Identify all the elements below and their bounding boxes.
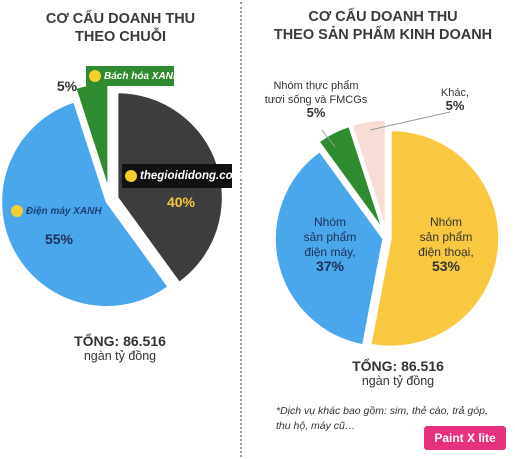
footnote-line2: thu hộ, máy cũ… <box>276 420 356 432</box>
left-label-dmx: 55% <box>45 231 74 247</box>
paint-x-lite-badge: Paint X lite <box>424 426 506 450</box>
dien-may-xanh-logo: Điện máy XANH <box>8 201 104 221</box>
left-total-value: TỔNG: 86.516 <box>74 333 166 349</box>
pie-slice-3 <box>351 119 387 229</box>
right-title-line2: THEO SẢN PHẨM KINH DOANH <box>273 27 493 43</box>
left-title-line2: THEO CHUỖI <box>74 29 167 45</box>
right-chart-title: CƠ CẤU DOANH THU THEO SẢN PHẨM KINH DOAN… <box>258 8 508 44</box>
bhx-logo-text: Bách hóa XANH <box>104 70 181 82</box>
left-label-bhx: 5% <box>57 78 78 94</box>
fmcg-leader-line <box>321 129 336 148</box>
footnote: *Dịch vụ khác bao gồm: sim, thẻ cào, trả… <box>276 404 511 434</box>
right-label-fmcg: Nhóm thực phẩm tươi sống và FMCGs 5% <box>265 80 368 120</box>
face-icon <box>125 170 137 182</box>
left-total: TỔNG: 86.516 ngàn tỷ đồng <box>30 333 210 363</box>
right-total: TỔNG: 86.516 ngàn tỷ đồng <box>308 358 488 388</box>
footnote-line1: *Dịch vụ khác bao gồm: sim, thẻ cào, trả… <box>276 405 488 417</box>
pie-slice-0 <box>369 129 500 348</box>
right-total-unit: ngàn tỷ đồng <box>361 374 435 388</box>
person-icon <box>11 205 23 217</box>
pie-slice-2 <box>317 125 384 230</box>
cart-icon <box>89 70 101 82</box>
right-total-value: TỔNG: 86.516 <box>352 358 444 374</box>
right-label-khac: Khác, 5% <box>441 87 469 113</box>
right-pie-chart: Nhóm sản phẩm điện thoại, 53% Nhóm sản phẩm đi… <box>265 80 500 348</box>
dmx-logo-text: Điện máy XANH <box>26 205 102 217</box>
tgdd-logo-text: thegioididong.com <box>140 170 243 182</box>
left-title-line1: CƠ CẤU DOANH THU <box>45 11 196 27</box>
right-label-dien-thoai: Nhóm sản phẩm điện thoại, 53% <box>418 215 473 274</box>
left-total-unit: ngàn tỷ đồng <box>83 349 157 363</box>
left-chart-title: CƠ CẤU DOANH THU THEO CHUỖI <box>8 10 233 46</box>
right-title-line1: CƠ CẤU DOANH THU <box>308 9 458 25</box>
left-label-tgdd: 40% <box>167 194 196 210</box>
pie-slice-1 <box>274 150 384 346</box>
left-pie-chart: 40% 55% 5% <box>0 78 224 308</box>
dotted-divider <box>240 2 242 457</box>
bach-hoa-xanh-logo: Bách hóa XANH <box>86 66 180 86</box>
thegioididong-logo: thegioididong.com <box>122 164 243 188</box>
right-label-dien-may: Nhóm sản phẩm điện máy, 37% <box>304 215 357 274</box>
khac-leader-line <box>369 111 451 131</box>
